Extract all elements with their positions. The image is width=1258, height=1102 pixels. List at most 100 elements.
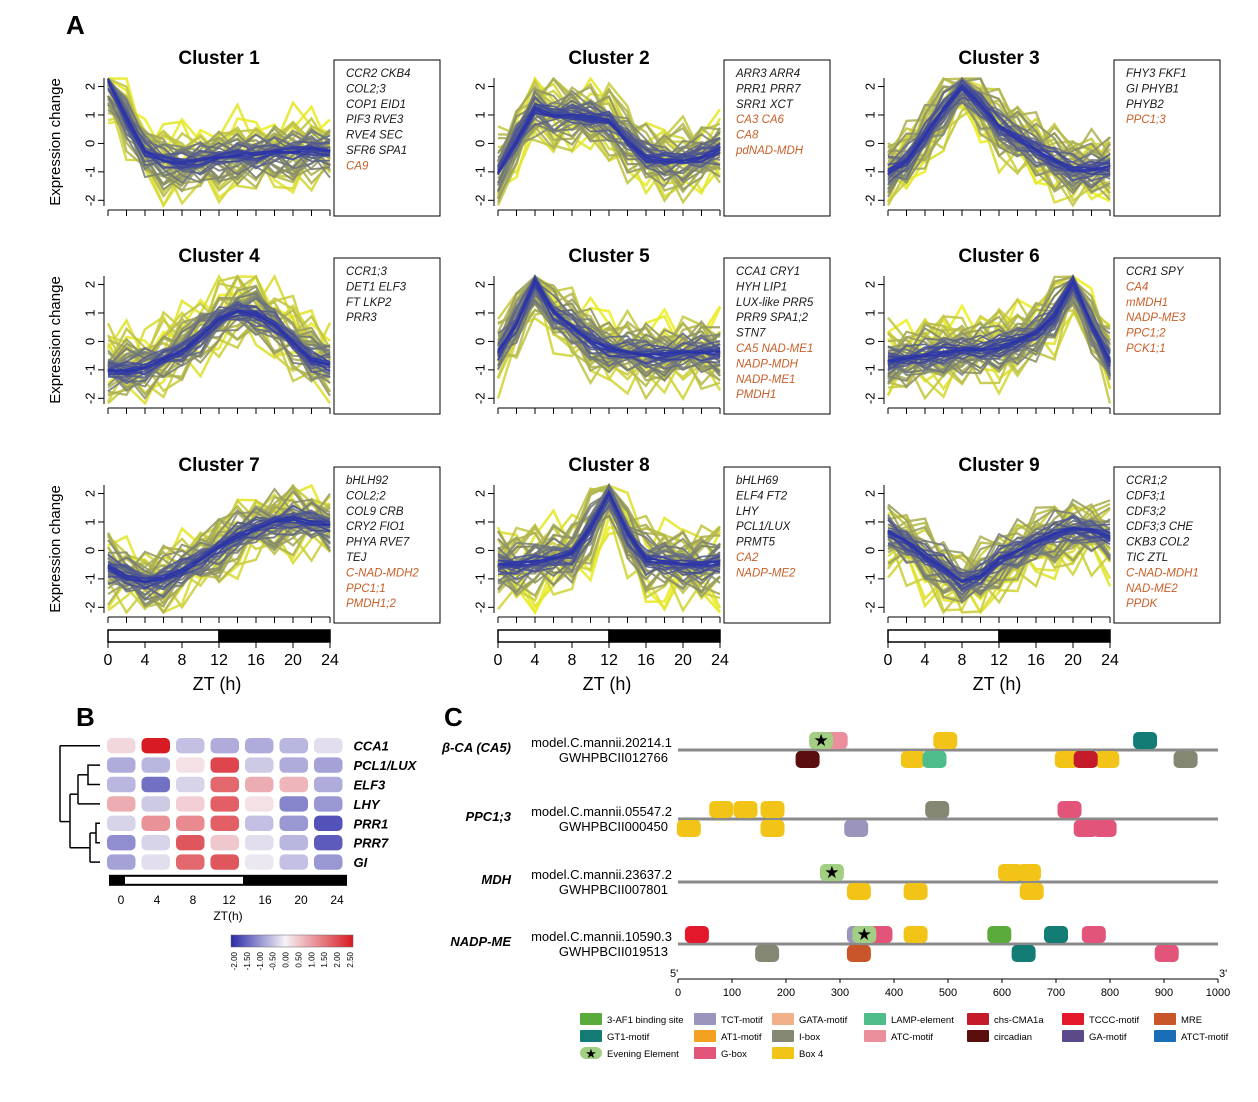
zt-tick-label: 12: [210, 652, 228, 669]
gene-label: CA2: [736, 552, 759, 564]
legend-label: ATC-motif: [891, 1032, 933, 1043]
motif-box: [1019, 883, 1044, 900]
heatmap-cell: [107, 854, 136, 870]
gene-label: CA8: [736, 130, 759, 142]
expression-trace: [107, 310, 331, 374]
gene-label: PHYA RVE7: [346, 537, 410, 549]
zt-tick-label: 8: [178, 652, 187, 669]
heatmap-cell: [176, 835, 205, 851]
heatmap-cell: [107, 815, 136, 831]
panel-label-c: C: [444, 702, 463, 732]
gene-list-box: [723, 257, 831, 415]
promoter-axis-tick-label: 0: [675, 987, 681, 999]
y-tick-label: -1: [82, 364, 97, 376]
legend-label: AT1-motif: [721, 1032, 762, 1043]
heatmap-cell: [279, 776, 308, 793]
zt-tick-label: 8: [958, 652, 967, 669]
y-tick-label: 0: [472, 338, 487, 345]
gene-label: CA4: [1126, 281, 1148, 293]
gene-label: CCR1;2: [1126, 475, 1168, 487]
promoter-axis-tick-label: 800: [1101, 987, 1119, 999]
heatmap-cell: [279, 835, 308, 851]
gene-label: pdNAD-MDH: [735, 145, 804, 157]
expression-trace: [887, 516, 1111, 582]
promoter-axis-tick-label: 300: [831, 987, 849, 999]
promoter-axis-tick-label: 600: [993, 987, 1011, 999]
zt-tick-label: 0: [104, 652, 113, 669]
heatmap-x-tick: 0: [118, 893, 125, 907]
cluster-title: Cluster 5: [568, 246, 650, 267]
zt-tick-label: 12: [990, 652, 1008, 669]
y-tick-label: -2: [472, 195, 487, 207]
motif-box: [755, 945, 780, 962]
gene-label: SFR6 SPA1: [346, 145, 407, 157]
zt-tick-label: 8: [568, 652, 577, 669]
evening-element-star: ★: [824, 863, 839, 882]
y-tick-label: 2: [82, 83, 97, 90]
legend-label: 3-AF1 binding site: [607, 1015, 684, 1026]
motif-box: [709, 801, 734, 818]
gene-label: C-NAD-MDH1: [1126, 567, 1199, 579]
expression-trace: [497, 490, 721, 566]
zt-tick-label: 4: [531, 652, 540, 669]
y-tick-label: -1: [862, 364, 877, 376]
heatmap-cell: [141, 738, 170, 754]
expression-trace: [497, 88, 721, 162]
promoter-axis-tick-label: 100: [723, 987, 741, 999]
y-tick-label: -2: [82, 195, 97, 207]
promoter-2: PPC1;3 model.C.mannii.05547.2GWHPBCII0004…: [465, 801, 1218, 837]
motif-box: [846, 945, 871, 962]
motif-box: [1057, 801, 1082, 818]
dark-period-bar: [998, 629, 1111, 643]
motif-box: [760, 801, 785, 818]
expression-trace: [107, 78, 331, 167]
gene-label: CDF3;3 CHE: [1126, 521, 1193, 533]
motif-box: [1011, 945, 1036, 962]
heatmap-x-tick: 4: [154, 893, 161, 907]
zt-tick-label: 20: [1064, 652, 1082, 669]
y-tick-label: 1: [862, 111, 877, 118]
motif-box: [998, 864, 1023, 881]
expression-trace: [497, 493, 721, 567]
heatmap-cell: [210, 835, 239, 851]
legend-label: chs-CMA1a: [994, 1015, 1044, 1026]
gene-list-box: [1113, 257, 1221, 415]
expression-trace: [887, 514, 1111, 578]
motif-box: [809, 732, 834, 749]
cluster-title: Cluster 8: [568, 455, 649, 476]
light-period-bar: [497, 629, 610, 643]
cluster-8: Cluster 8 2 1 0 -1 -2 bHLH69 ELF4 FT2 LHY PCL1/LU…: [472, 455, 831, 694]
heatmap-row-label: PRR7: [354, 836, 389, 851]
motif-box: [1081, 926, 1106, 943]
zt-axis-label: ZT (h): [973, 674, 1022, 694]
heatmap-row-label: CCA1: [354, 739, 389, 754]
heatmap-cell: [245, 796, 274, 812]
gene-label: DET1 ELF3: [346, 281, 407, 293]
y-tick-label: -1: [472, 364, 487, 376]
expression-trace: [887, 288, 1111, 371]
cluster-title: Cluster 6: [958, 246, 1039, 267]
legend-label: Evening Element: [607, 1049, 679, 1060]
legend-swatch: [694, 1047, 716, 1059]
expression-trace: [887, 280, 1111, 363]
heatmap-cell: [141, 796, 170, 812]
gene-list-box: [723, 466, 831, 624]
y-tick-label: 2: [472, 490, 487, 497]
promoter-model-id: model.C.mannii.05547.2: [531, 804, 672, 819]
heatmap-cell: [314, 854, 343, 870]
heatmap-cell: [176, 757, 205, 773]
gene-label: CA5 NAD-ME1: [736, 343, 813, 355]
cluster-6: Cluster 6 2 1 0 -1 -2 CCR1 SPY CA4 mMDH1 NADP-ME3…: [862, 246, 1221, 415]
gene-label: NADP-ME1: [736, 374, 795, 386]
expression-trace: [497, 278, 721, 357]
heatmap-cell: [210, 738, 239, 754]
cluster-title: Cluster 3: [958, 48, 1039, 69]
promoter-gene-name: PPC1;3: [465, 809, 511, 824]
expression-trace: [887, 526, 1111, 582]
heatmap-cell: [210, 796, 239, 812]
zt-tick-label: 24: [711, 652, 729, 669]
expression-trace: [107, 310, 331, 373]
y-tick-label: 0: [472, 140, 487, 147]
cluster-7: Cluster 7 2 1 0 -1 -2 Expression change bHLH92 C…: [47, 455, 441, 694]
